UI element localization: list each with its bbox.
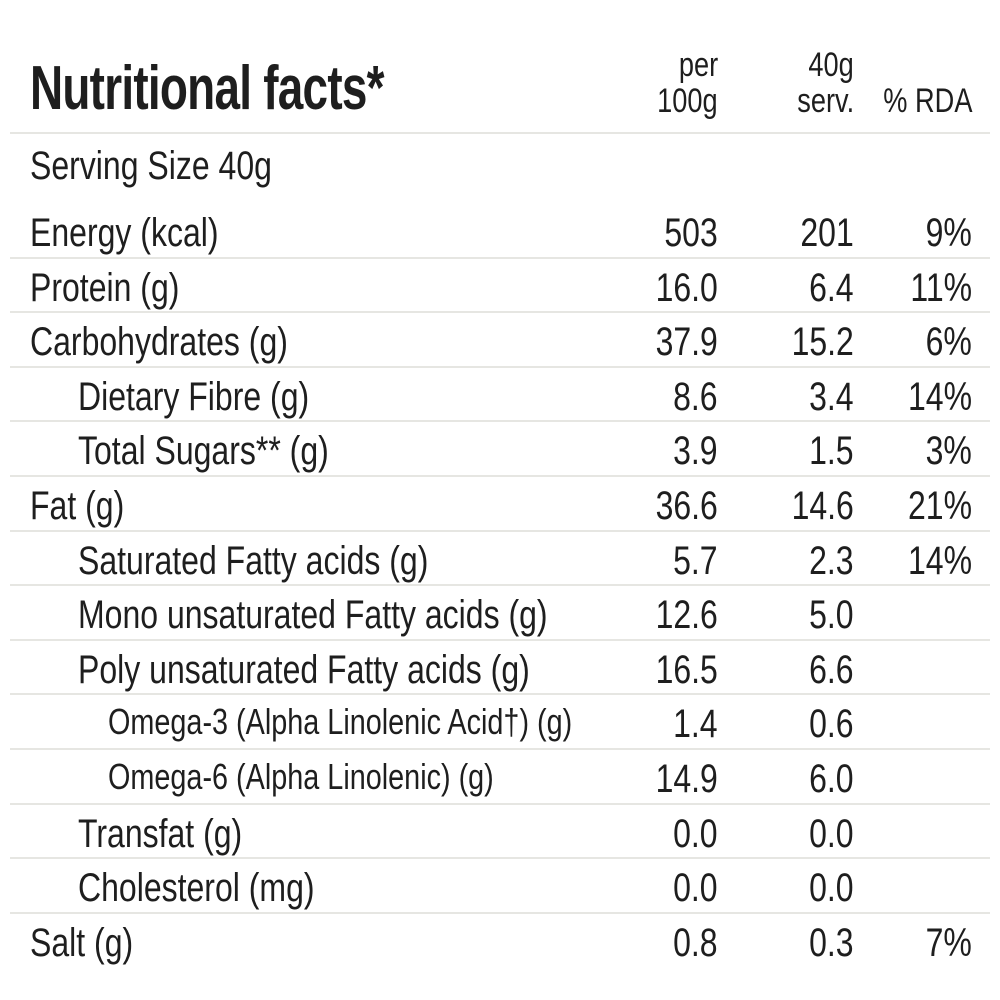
nutrient-label: Poly unsaturated Fatty acids (g) [78, 647, 530, 692]
value-per-serving: 1.5 [809, 429, 854, 474]
value-per-100g: 0.8 [673, 920, 718, 965]
nutrient-label: Fat (g) [30, 484, 125, 528]
value-per-100g: 0.0 [673, 866, 718, 911]
value-per-serving: 2.3 [809, 538, 854, 583]
value-per-serving: 6.0 [809, 757, 854, 801]
row-divider [10, 911, 990, 914]
column-header-rda: % RDA [882, 82, 972, 120]
row-divider [10, 529, 990, 532]
value-per-100g: 503 [664, 211, 718, 255]
nutrient-label: Energy (kcal) [30, 211, 219, 255]
row-divider [10, 311, 990, 314]
value-per-100g: 16.0 [655, 265, 718, 310]
nutrient-label: Mono unsaturated Fatty acids (g) [78, 593, 548, 638]
column-header-serving-line2: serv. [797, 82, 854, 120]
table-title: Nutritional facts* [30, 54, 385, 123]
value-rda: 21% [907, 484, 972, 528]
row-divider [10, 748, 990, 750]
nutrient-label: Transfat (g) [78, 811, 243, 856]
value-per-serving: 0.6 [809, 702, 854, 747]
value-per-serving: 6.4 [809, 265, 854, 310]
value-rda: 14% [907, 374, 972, 419]
value-per-serving: 14.6 [791, 484, 854, 528]
nutrient-label: Total Sugars** (g) [78, 429, 329, 474]
header-divider [10, 132, 990, 134]
nutrient-label: Cholesterol (mg) [78, 866, 315, 911]
column-header-per-100g-line2: 100g [657, 82, 718, 120]
value-per-serving: 3.4 [809, 374, 854, 419]
row-divider [10, 638, 990, 641]
value-rda: 9% [925, 211, 972, 255]
value-rda: 7% [925, 920, 972, 965]
value-per-100g: 8.6 [673, 374, 718, 419]
column-header-per-100g-line1: per [678, 46, 718, 84]
row-divider [10, 802, 990, 805]
value-per-100g: 37.9 [655, 320, 718, 365]
column-header-serving-line1: 40g [808, 46, 854, 84]
value-per-100g: 0.0 [673, 811, 718, 856]
value-per-100g: 3.9 [673, 429, 718, 474]
value-rda: 6% [925, 320, 972, 365]
value-per-serving: 6.6 [809, 647, 854, 692]
value-per-serving: 0.0 [809, 811, 854, 856]
nutrient-label: Omega-6 (Alpha Linolenic) (g) [108, 756, 494, 797]
nutrient-label: Carbohydrates (g) [30, 320, 288, 365]
nutrient-label: Salt (g) [30, 920, 134, 965]
row-divider [10, 857, 990, 860]
nutrient-label: Omega-3 (Alpha Linolenic Acid†) (g) [108, 701, 573, 743]
row-divider [10, 475, 990, 477]
value-rda: 3% [925, 429, 972, 474]
nutrient-label: Saturated Fatty acids (g) [78, 538, 429, 583]
value-per-100g: 16.5 [655, 647, 718, 692]
nutrient-label: Dietary Fibre (g) [78, 374, 310, 419]
serving-size: Serving Size 40g [30, 144, 272, 188]
value-per-100g: 14.9 [655, 757, 718, 801]
value-per-100g: 12.6 [655, 593, 718, 638]
value-rda: 14% [907, 538, 972, 583]
row-divider [10, 256, 990, 259]
value-rda: 11% [910, 265, 972, 310]
value-per-100g: 5.7 [673, 538, 718, 583]
value-per-serving: 0.0 [809, 866, 854, 911]
value-per-serving: 0.3 [809, 920, 854, 965]
value-per-serving: 15.2 [791, 320, 854, 365]
nutrient-label: Protein (g) [30, 265, 180, 310]
value-per-100g: 36.6 [655, 484, 718, 528]
row-divider [10, 584, 990, 587]
value-per-serving: 5.0 [809, 593, 854, 638]
row-divider [10, 365, 990, 368]
value-per-serving: 201 [800, 211, 854, 255]
row-divider [10, 420, 990, 423]
value-per-100g: 1.4 [673, 702, 718, 747]
row-divider [10, 693, 990, 696]
